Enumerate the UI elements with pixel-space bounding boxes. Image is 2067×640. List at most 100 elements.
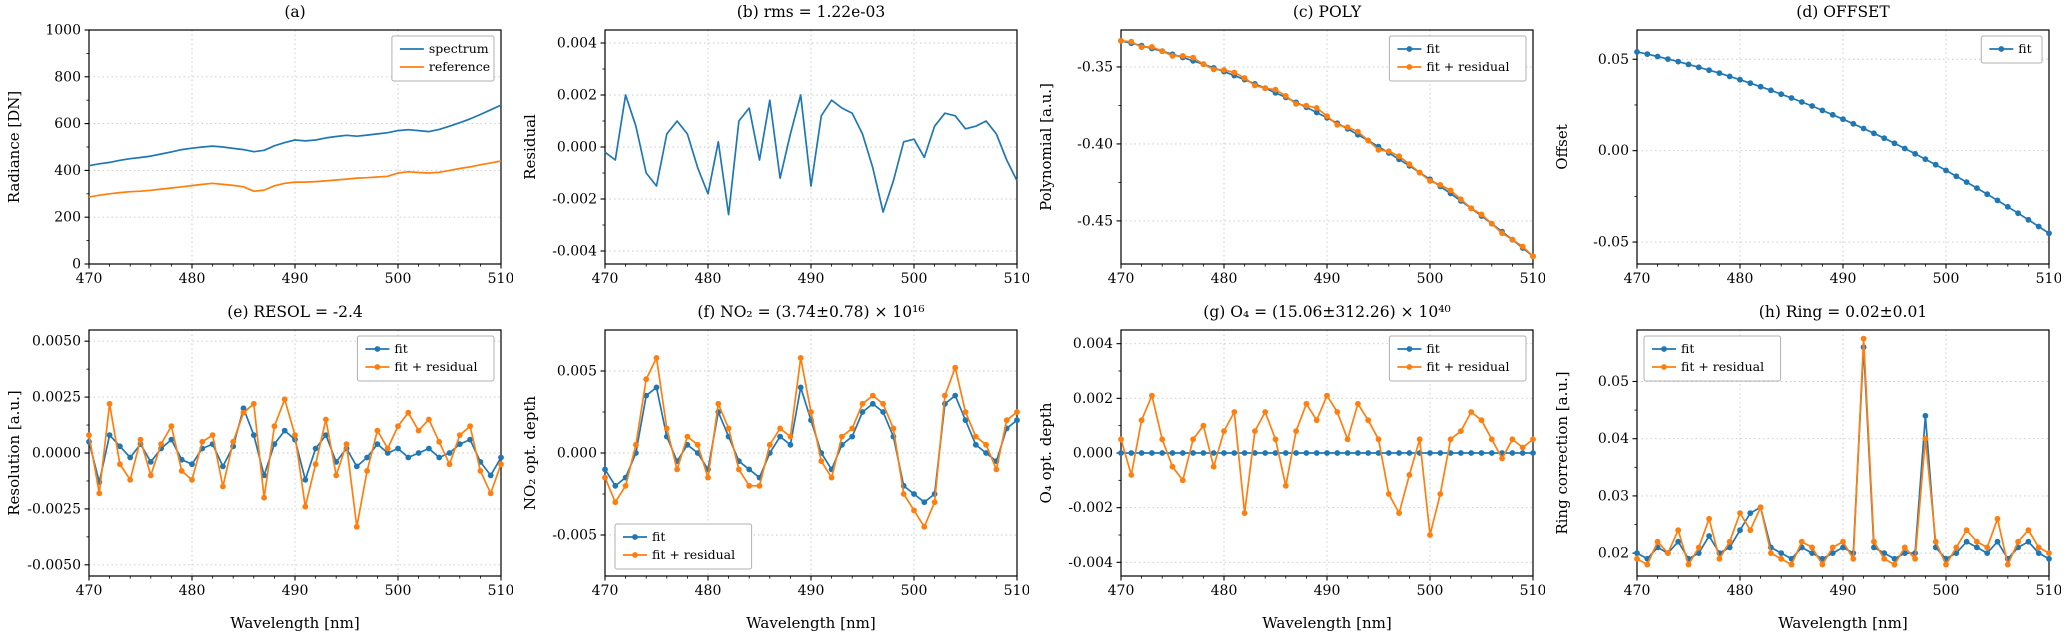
subplot-c: 470 480 490 500 510 -0.35 -0.40 -0.45 (c) POLY Po… — [1032, 0, 1548, 300]
series-marker — [890, 425, 897, 432]
series-marker — [405, 409, 412, 416]
x-tick-label: 490 — [798, 583, 825, 599]
series-marker — [1159, 48, 1166, 55]
series-marker — [859, 400, 866, 407]
series-marker — [209, 432, 216, 438]
series-marker — [1262, 85, 1269, 92]
series-marker — [1221, 450, 1227, 456]
series-marker — [1509, 436, 1516, 443]
series-marker — [993, 466, 1000, 473]
axes-box — [88, 329, 502, 577]
series-marker — [869, 392, 876, 399]
series-marker — [1396, 153, 1402, 160]
y-tick-label: 800 — [54, 69, 81, 85]
subplot-f-chart: 470 480 490 500 510 -0.005 0.000 0.005 (f) NO₂ =… — [521, 303, 1029, 632]
series-marker — [137, 436, 144, 443]
series-marker — [1634, 49, 1640, 55]
x-tick-label: 490 — [798, 271, 825, 287]
series-marker — [1468, 450, 1475, 456]
y-tick-label: 0.0000 — [32, 446, 81, 462]
series-marker — [1530, 253, 1536, 260]
series-marker — [1221, 428, 1227, 434]
series-marker — [1901, 544, 1908, 551]
series-marker — [1798, 538, 1805, 545]
series-marker — [281, 427, 288, 434]
x-tick-label: 510 — [2036, 583, 2061, 599]
series-marker — [498, 461, 504, 468]
y-tick-label: 0.05 — [1598, 52, 1629, 68]
subplot-title: (d) OFFSET — [1796, 3, 1890, 21]
series-marker — [271, 423, 278, 430]
subplot-b: 470 480 490 500 510 -0.004 -0.002 0.000 0.002 0.0… — [516, 0, 1032, 300]
series-marker — [395, 445, 401, 452]
series-marker — [1974, 185, 1980, 192]
series-marker — [1293, 101, 1299, 107]
y-tick-label: 400 — [54, 163, 81, 179]
series-marker — [1644, 561, 1651, 568]
series-marker — [1138, 417, 1145, 424]
series-marker — [1313, 109, 1320, 116]
series-marker — [426, 416, 432, 423]
legend-sample-marker — [1406, 364, 1413, 370]
series-marker — [158, 441, 165, 447]
series-marker — [1282, 482, 1289, 489]
series-marker — [2025, 527, 2032, 534]
x-tick-label: 510 — [1520, 583, 1545, 599]
x-tick-label: 500 — [1417, 583, 1444, 599]
legend-box — [1643, 335, 1782, 382]
series-marker — [302, 476, 309, 483]
y-tick-label: -0.004 — [1068, 555, 1113, 571]
legend-sample-marker — [374, 346, 381, 352]
series-marker — [1014, 409, 1020, 415]
legend-sample-marker — [1998, 46, 2005, 52]
series-marker — [983, 441, 989, 448]
series-marker — [1695, 64, 1702, 71]
x-axis-label: Wavelength [nm] — [1778, 614, 1907, 632]
subplot-title: (e) RESOL = -2.4 — [227, 303, 363, 321]
series-marker — [942, 392, 948, 399]
series-marker — [147, 459, 154, 465]
series-marker — [374, 441, 381, 447]
series-marker — [1344, 436, 1351, 443]
series-marker — [849, 425, 856, 432]
y-axis-label: NO₂ opt. depth — [521, 396, 539, 511]
series-marker — [281, 396, 288, 403]
series-marker — [1984, 544, 1991, 551]
subplot-h-chart: 470 480 490 500 510 0.02 0.03 0.04 0.05 (h) Ring … — [1553, 303, 2061, 632]
legend-box — [1388, 35, 1527, 82]
series-marker — [684, 433, 691, 440]
series-marker — [2015, 538, 2021, 545]
subplot-a-chart: 470 480 490 500 510 0 200 400 600 800 1000 (a) Radia… — [5, 3, 513, 287]
series-marker — [1757, 504, 1764, 511]
series-marker — [1241, 75, 1248, 81]
series-marker — [1385, 148, 1392, 155]
series-marker — [1282, 93, 1289, 99]
legend-sample-marker — [1661, 346, 1667, 352]
series-marker — [1313, 417, 1320, 424]
series-marker — [456, 441, 463, 447]
series-marker — [1840, 116, 1846, 123]
y-tick-label: -0.05 — [1593, 235, 1629, 251]
series-marker — [1860, 125, 1867, 132]
series-marker — [1149, 450, 1155, 456]
series-marker — [1488, 436, 1495, 443]
series-marker — [1190, 450, 1196, 456]
series-marker — [1984, 191, 1991, 198]
series-marker — [1726, 544, 1733, 551]
series-marker — [168, 436, 175, 443]
x-tick-label: 510 — [488, 583, 513, 599]
legend-label: fit — [1681, 341, 1694, 356]
series-marker — [498, 454, 504, 461]
series-marker — [1984, 550, 1991, 556]
series-marker — [1272, 450, 1279, 456]
series-marker — [2004, 203, 2011, 210]
series-marker — [1840, 544, 1846, 551]
series-marker — [1809, 544, 1815, 551]
series-marker — [1994, 515, 2001, 522]
series-marker — [1963, 527, 1970, 534]
x-tick-label: 490 — [1830, 271, 1857, 287]
axes-box — [604, 329, 1018, 577]
series-marker — [117, 443, 123, 450]
series-marker — [1685, 61, 1692, 68]
series-marker — [787, 441, 794, 448]
